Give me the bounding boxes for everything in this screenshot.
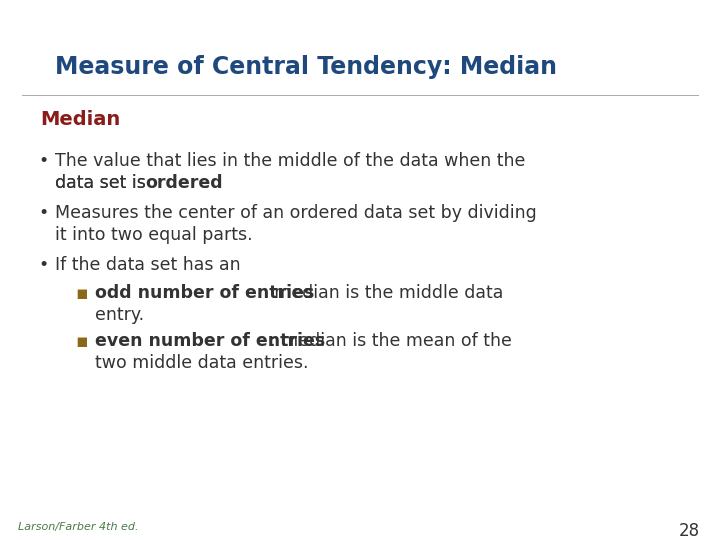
Text: Median: Median xyxy=(40,110,120,129)
Text: •: • xyxy=(38,152,48,170)
Text: : median is the mean of the: : median is the mean of the xyxy=(270,332,512,350)
Text: it into two equal parts.: it into two equal parts. xyxy=(55,226,253,244)
Text: 28: 28 xyxy=(679,522,700,540)
Text: Measures the center of an ordered data set by dividing: Measures the center of an ordered data s… xyxy=(55,204,536,222)
Text: ▪: ▪ xyxy=(75,284,88,303)
Text: odd number of entries: odd number of entries xyxy=(95,284,315,302)
Text: ▪: ▪ xyxy=(75,332,88,351)
Text: two middle data entries.: two middle data entries. xyxy=(95,354,308,372)
Text: ordered: ordered xyxy=(145,174,222,192)
Text: If the data set has an: If the data set has an xyxy=(55,256,240,274)
Text: The value that lies in the middle of the data when the: The value that lies in the middle of the… xyxy=(55,152,526,170)
Text: data set is: data set is xyxy=(55,174,151,192)
Text: •: • xyxy=(38,256,48,274)
Text: : median is the middle data: : median is the middle data xyxy=(263,284,503,302)
Text: Measure of Central Tendency: Median: Measure of Central Tendency: Median xyxy=(55,55,557,79)
Text: Larson/Farber 4th ed.: Larson/Farber 4th ed. xyxy=(18,522,138,532)
Text: •: • xyxy=(38,204,48,222)
Text: data set is: data set is xyxy=(55,174,151,192)
Text: even number of entries: even number of entries xyxy=(95,332,325,350)
Text: entry.: entry. xyxy=(95,306,144,324)
Text: .: . xyxy=(203,174,209,192)
